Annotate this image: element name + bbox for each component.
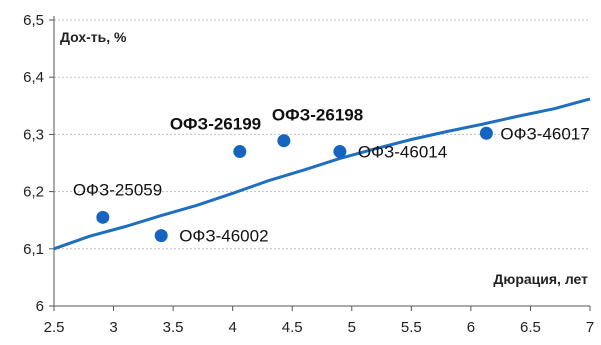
yield-curve-line — [53, 97, 591, 251]
y-tick-label: 6,2 — [23, 184, 44, 201]
x-tick-label: 3.5 — [163, 319, 184, 336]
y-tick-label: 6,1 — [23, 241, 44, 258]
y-tick-label: 6,4 — [23, 69, 44, 86]
point-label: ОФЗ-26198 — [272, 106, 363, 125]
bond-labels: ОФЗ-25059 ОФЗ-46002 ОФЗ-26199 ОФЗ-26198 ОФЗ-… — [73, 106, 590, 246]
data-point — [233, 145, 247, 159]
x-tick-label: 5.5 — [401, 319, 422, 336]
bond-points — [96, 126, 493, 243]
data-point — [479, 126, 493, 140]
x-tick-label: 4.5 — [282, 319, 303, 336]
data-point — [96, 210, 110, 224]
data-point — [277, 134, 291, 148]
x-tick-label: 6 — [467, 319, 475, 336]
point-label: ОФЗ-46017 — [500, 124, 589, 143]
x-tick-label: 3 — [109, 319, 117, 336]
point-label: ОФЗ-26199 — [170, 115, 261, 134]
x-axis-title: Дюрация, лет — [493, 271, 588, 287]
point-label: ОФЗ-46014 — [358, 143, 447, 162]
y-tick-label: 6,3 — [23, 126, 44, 143]
grid-layer — [54, 19, 590, 250]
x-tick-label: 7 — [586, 319, 594, 336]
data-point — [154, 229, 168, 243]
y-tick-label: 6,5 — [23, 12, 44, 29]
point-label: ОФЗ-25059 — [73, 180, 162, 199]
y-tick-labels: 6 6,1 6,2 6,3 6,4 6,5 — [23, 12, 54, 315]
x-tick-label: 6.5 — [520, 319, 541, 336]
y-axis-title: Дох-ть, % — [60, 29, 127, 45]
data-point — [333, 145, 347, 159]
x-tick-label: 2.5 — [44, 319, 65, 336]
point-label: ОФЗ-46002 — [179, 227, 268, 246]
y-tick-label: 6 — [36, 298, 44, 315]
x-tick-labels: 2.5 3 3.5 4 4.5 5 5.5 6 6.5 7 — [44, 306, 594, 336]
x-tick-label: 4 — [228, 319, 236, 336]
x-tick-label: 5 — [348, 319, 356, 336]
